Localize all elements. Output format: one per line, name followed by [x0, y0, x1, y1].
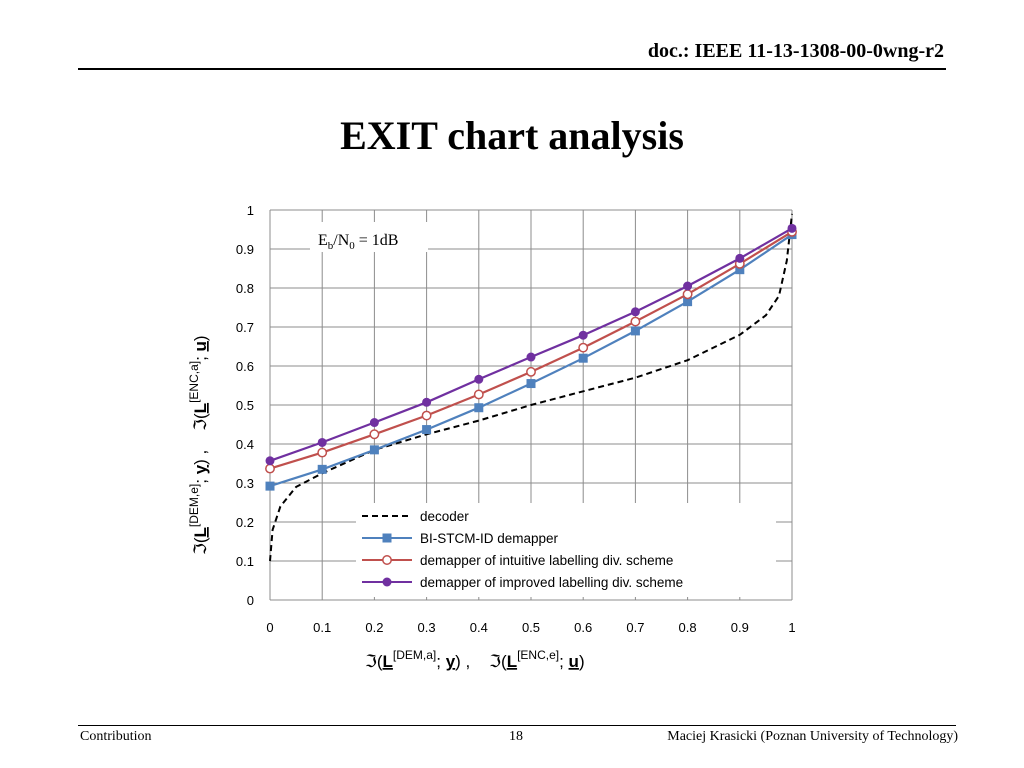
legend-item: BI-STCM-ID demapper: [362, 531, 559, 546]
x-tick-label: 0.9: [731, 620, 749, 635]
data-point: [422, 425, 432, 435]
data-point: [317, 464, 327, 474]
data-point: [473, 389, 484, 400]
y-tick-label: 0.6: [236, 359, 254, 374]
legend-marker: [382, 555, 392, 565]
y-tick-label: 0.9: [236, 242, 254, 257]
x-tick-label: 0.8: [679, 620, 697, 635]
data-point: [369, 418, 379, 428]
legend-label: demapper of improved labelling div. sche…: [420, 575, 683, 590]
y-tick-label: 0.3: [236, 476, 254, 491]
y-tick-label: 0.4: [236, 437, 254, 452]
series-line: [269, 213, 793, 562]
x-tick-label: 1: [788, 620, 795, 635]
ticks: 0 0.1 0.2 0.3 0.4 0.5 0.6 0.7 0.8 0.9 1 0 0.1 0.2 0.3 0…: [236, 203, 796, 635]
data-point: [682, 289, 693, 300]
data-point: [265, 463, 275, 474]
x-tick-label: 0: [266, 620, 273, 635]
snr-annotation: Eb/N0 = 1dB: [310, 222, 428, 252]
data-point: [265, 481, 275, 491]
slide-title: EXIT chart analysis: [340, 113, 684, 158]
data-point: [735, 265, 745, 275]
data-point: [578, 342, 589, 353]
legend: decoder BI-STCM-ID demapper demapper of in…: [356, 503, 776, 597]
data-point: [630, 316, 641, 327]
data-point: [421, 410, 432, 421]
legend-label: BI-STCM-ID demapper: [420, 531, 559, 546]
data-point: [422, 397, 432, 407]
data-point: [369, 429, 380, 440]
grid: [269, 209, 793, 601]
series-1: [269, 213, 793, 562]
x-tick-label: 0.4: [470, 620, 488, 635]
data-point: [630, 326, 640, 336]
y-tick-label: 0.5: [236, 398, 254, 413]
footer-rule: [78, 725, 956, 726]
x-tick-label: 0.3: [418, 620, 436, 635]
data-point: [474, 403, 484, 413]
footer-author: Maciej Krasicki (Poznan University of Te…: [667, 729, 958, 744]
data-point: [474, 374, 484, 384]
x-tick-label: 0.5: [522, 620, 540, 635]
header-rule: [78, 68, 946, 70]
legend-label: decoder: [420, 509, 469, 524]
series-layer: [265, 213, 797, 562]
x-tick-label: 0.2: [365, 620, 383, 635]
legend-item: decoder: [362, 509, 469, 524]
data-point: [526, 366, 536, 377]
y-tick-label: 0.8: [236, 281, 254, 296]
data-point: [683, 281, 693, 291]
exit-chart: 0 0.1 0.2 0.3 0.4 0.5 0.6 0.7 0.8 0.9 1 0 0.1 0.2 0.3 0…: [187, 203, 797, 671]
legend-label: demapper of intuitive labelling div. sch…: [420, 553, 673, 568]
x-tick-label: 0.6: [574, 620, 592, 635]
x-tick-label: 0.7: [626, 620, 644, 635]
document-id: doc.: IEEE 11-13-1308-00-0wng-r2: [647, 40, 944, 62]
y-tick-label: 0.2: [236, 515, 254, 530]
footer-label: Contribution: [80, 729, 152, 744]
legend-item: demapper of improved labelling div. sche…: [362, 575, 683, 590]
data-point: [526, 352, 536, 362]
data-point: [526, 379, 536, 389]
legend-item: demapper of intuitive labelling div. sch…: [362, 553, 673, 568]
y-tick-label: 0: [247, 593, 254, 608]
data-point: [787, 223, 797, 233]
data-point: [683, 297, 693, 307]
data-point: [317, 447, 328, 458]
data-point: [578, 330, 588, 340]
legend-marker: [382, 577, 392, 587]
data-point: [735, 253, 745, 263]
y-tick-label: 1: [247, 203, 254, 218]
x-tick-label: 0.1: [313, 620, 331, 635]
data-point: [578, 353, 588, 363]
data-point: [317, 437, 327, 447]
data-point: [369, 445, 379, 455]
series-4: [265, 223, 797, 466]
snr-label: Eb/N0 = 1dB: [318, 232, 398, 252]
x-axis-label: ℑ(L[DEM,a]; y) , ℑ(L[ENC,e]; u): [365, 648, 585, 671]
y-tick-label: 0.1: [236, 554, 254, 569]
data-point: [265, 456, 275, 466]
y-axis-label: ℑ(L[DEM,e]; y) , ℑ(L[ENC,a]; u): [187, 335, 210, 555]
data-point: [630, 307, 640, 317]
y-tick-label: 0.7: [236, 320, 254, 335]
legend-marker: [382, 533, 392, 543]
page-number: 18: [509, 729, 523, 744]
